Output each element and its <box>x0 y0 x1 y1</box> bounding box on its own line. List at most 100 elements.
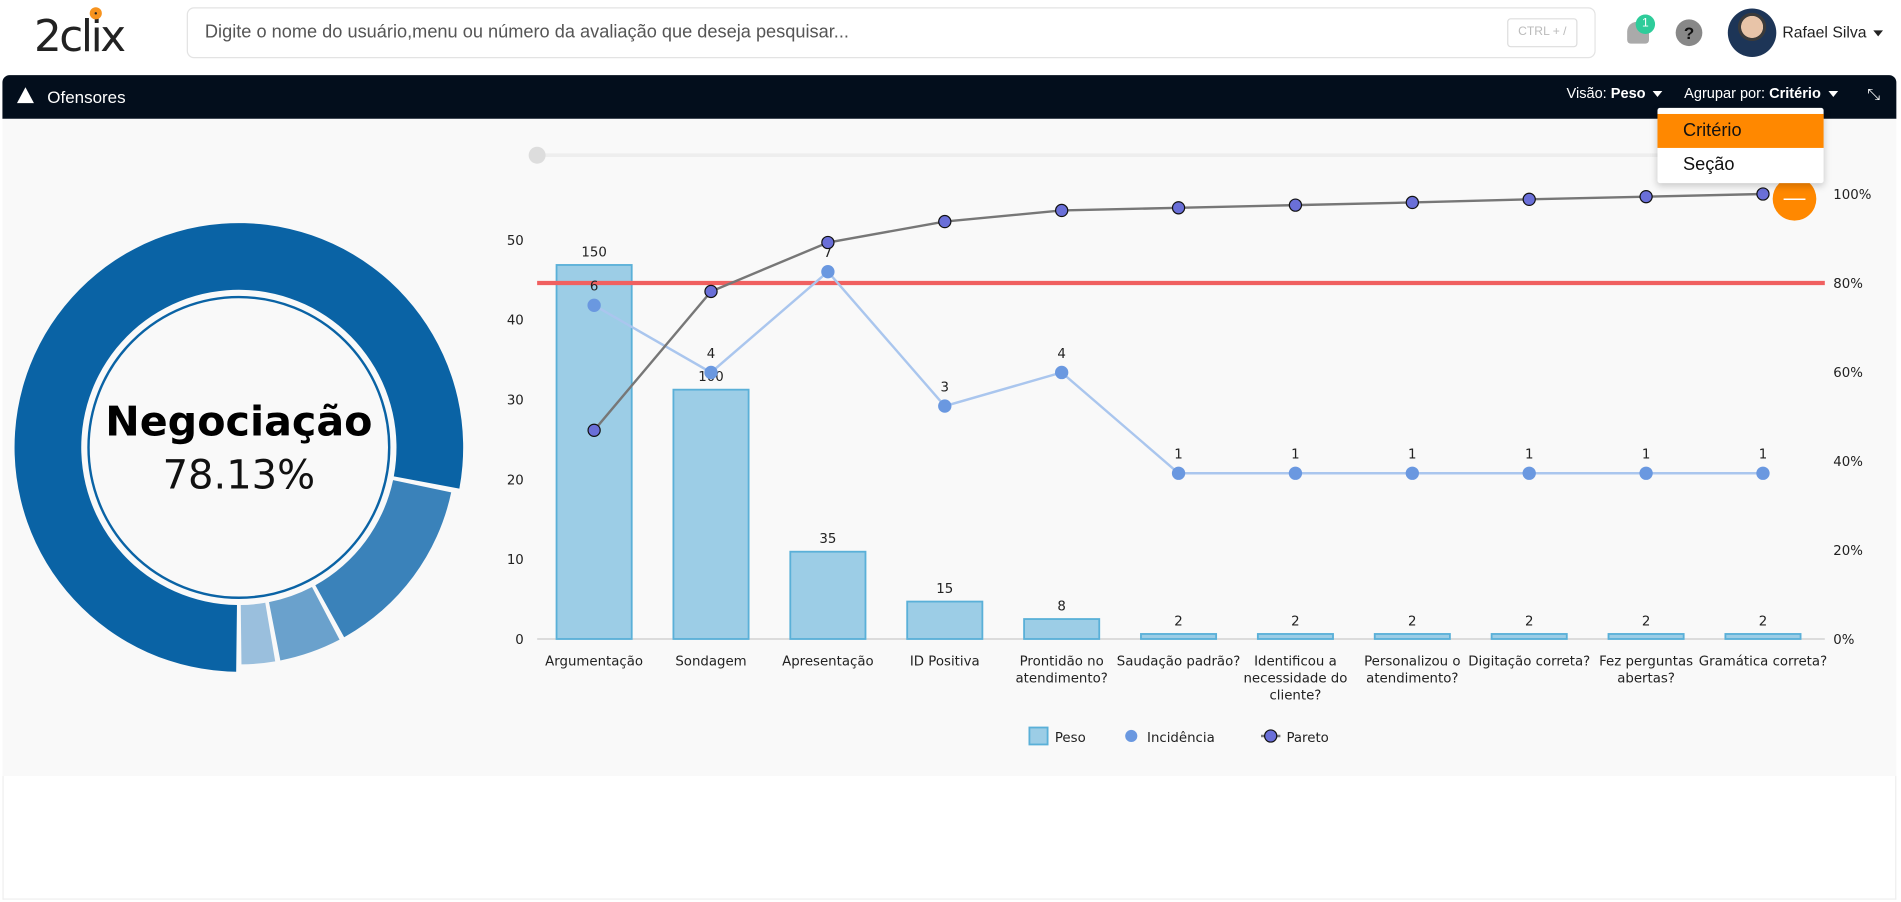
bar-peso <box>1373 633 1451 640</box>
caret-down-icon <box>1652 91 1663 98</box>
bar-peso <box>1724 633 1802 640</box>
incidencia-point <box>1171 466 1186 480</box>
y-left-tick: 30 <box>507 393 524 408</box>
incidencia-label: 1 <box>1174 448 1182 463</box>
x-tick-label: atendimento? <box>1016 672 1108 687</box>
legend-peso: Peso <box>1055 731 1086 746</box>
incidencia-point <box>1288 466 1303 480</box>
bar-peso <box>1140 633 1218 640</box>
help-icon[interactable]: ? <box>1675 19 1703 47</box>
x-tick-label: Personalizou o <box>1364 655 1460 670</box>
legend-pareto: Pareto <box>1286 731 1328 746</box>
pareto-point <box>1756 187 1770 201</box>
x-tick-label: cliente? <box>1269 689 1321 704</box>
incidencia-point <box>1756 466 1770 480</box>
incidencia-label: 4 <box>707 347 715 362</box>
compress-icon[interactable]: ⤡ <box>1867 84 1880 104</box>
top-bar: 2clix Digite o nome do usuário,menu ou n… <box>0 0 1901 76</box>
donut-slice <box>315 480 452 638</box>
agrupar-value: Critério <box>1769 84 1821 102</box>
incidencia-point <box>1522 466 1536 480</box>
range-slider-handle <box>528 146 546 164</box>
y-left-tick: 0 <box>515 633 523 648</box>
incidencia-label: 1 <box>1525 448 1533 463</box>
incidencia-label: 1 <box>1408 448 1416 463</box>
pareto-point <box>1054 203 1069 218</box>
legend-incidencia: Incidência <box>1147 730 1215 746</box>
x-tick-label: necessidade do <box>1243 672 1347 687</box>
x-tick-label: abertas? <box>1617 672 1675 687</box>
bar-peso <box>1256 633 1334 640</box>
caret-down-icon <box>1828 91 1838 98</box>
incidencia-point <box>821 265 835 279</box>
pareto-point <box>587 423 601 437</box>
y-right-tick: 60% <box>1833 366 1863 381</box>
legend-incidencia-swatch <box>1125 729 1138 743</box>
x-tick-label: Digitação correta? <box>1468 655 1590 670</box>
caret-down-icon <box>1873 30 1884 37</box>
bar-peso <box>906 600 984 640</box>
y-left-tick: 50 <box>507 234 524 249</box>
legend-peso-swatch <box>1028 726 1049 746</box>
donut-slice <box>268 587 340 661</box>
incidencia-label: 3 <box>941 381 949 396</box>
bar-label: 2 <box>1291 614 1299 629</box>
x-tick-label: Fez perguntas <box>1599 655 1693 670</box>
legend-pareto-swatch <box>1264 729 1278 743</box>
incidencia-line <box>593 270 1763 475</box>
bar-peso <box>672 388 750 640</box>
menu-item-secao[interactable]: Seção <box>1682 153 1735 175</box>
bar-label: 35 <box>819 532 836 547</box>
agrupar-label: Agrupar por: <box>1684 84 1766 102</box>
x-tick-label: atendimento? <box>1366 672 1458 687</box>
pareto-point <box>704 284 718 299</box>
incidencia-label: 6 <box>590 280 598 295</box>
pareto-point <box>1288 198 1303 212</box>
bar-peso <box>1023 618 1101 640</box>
incidencia-point <box>1054 365 1069 380</box>
user-menu[interactable]: Rafael Silva <box>1782 23 1884 42</box>
bar-label: 2 <box>1408 614 1416 629</box>
bar-label: 2 <box>1759 614 1767 629</box>
bar-peso <box>555 264 633 640</box>
pareto-point <box>938 214 952 229</box>
donut-inner-ring <box>87 295 391 599</box>
panel-footer <box>2 776 1897 900</box>
x-tick-label: Prontidão no <box>1020 655 1104 670</box>
card-header: Ofensores Visão: Peso Agrupar por: Crité… <box>2 75 1897 119</box>
x-tick-label: Argumentação <box>545 655 643 670</box>
pareto-point <box>1405 195 1419 210</box>
visao-select[interactable]: Visão: Peso <box>1567 85 1663 102</box>
zoom-out-button[interactable]: — <box>1772 177 1817 221</box>
x-tick-label: Gramática correta? <box>1699 654 1827 670</box>
logo[interactable]: 2clix <box>34 12 126 62</box>
menu-item-criterio[interactable]: Critério <box>1657 113 1824 148</box>
shortcut-hint: CTRL + / <box>1507 18 1578 48</box>
incidencia-label: 4 <box>1057 347 1065 362</box>
agrupar-select[interactable]: Agrupar por: Critério <box>1684 85 1838 102</box>
incidencia-label: 1 <box>1759 448 1767 463</box>
donut-slice <box>240 602 276 665</box>
x-tick-label: Identificou a <box>1254 655 1337 670</box>
notification-badge: 1 <box>1635 14 1656 34</box>
x-tick-label: Sondagem <box>675 655 746 670</box>
incidencia-point <box>704 365 718 380</box>
pareto-point <box>1171 201 1186 215</box>
incidencia-label: 7 <box>824 246 832 261</box>
visao-label: Visão: <box>1566 84 1607 102</box>
y-right-tick: 80% <box>1833 277 1863 292</box>
incidencia-label: 1 <box>1642 448 1650 463</box>
x-tick-label: Saudação padrão? <box>1117 655 1241 670</box>
pareto-line <box>593 192 1764 432</box>
pareto-point <box>1522 192 1536 207</box>
search-input[interactable]: Digite o nome do usuário,menu ou número … <box>186 7 1596 59</box>
x-tick-label: Apresentação <box>782 655 874 670</box>
avatar[interactable] <box>1727 8 1777 57</box>
bar-peso <box>1490 633 1568 640</box>
user-name: Rafael Silva <box>1782 23 1867 42</box>
bar-label: 2 <box>1642 614 1650 629</box>
bar-label: 2 <box>1525 614 1533 629</box>
incidencia-point <box>587 298 601 312</box>
y-right-tick: 40% <box>1833 455 1863 470</box>
